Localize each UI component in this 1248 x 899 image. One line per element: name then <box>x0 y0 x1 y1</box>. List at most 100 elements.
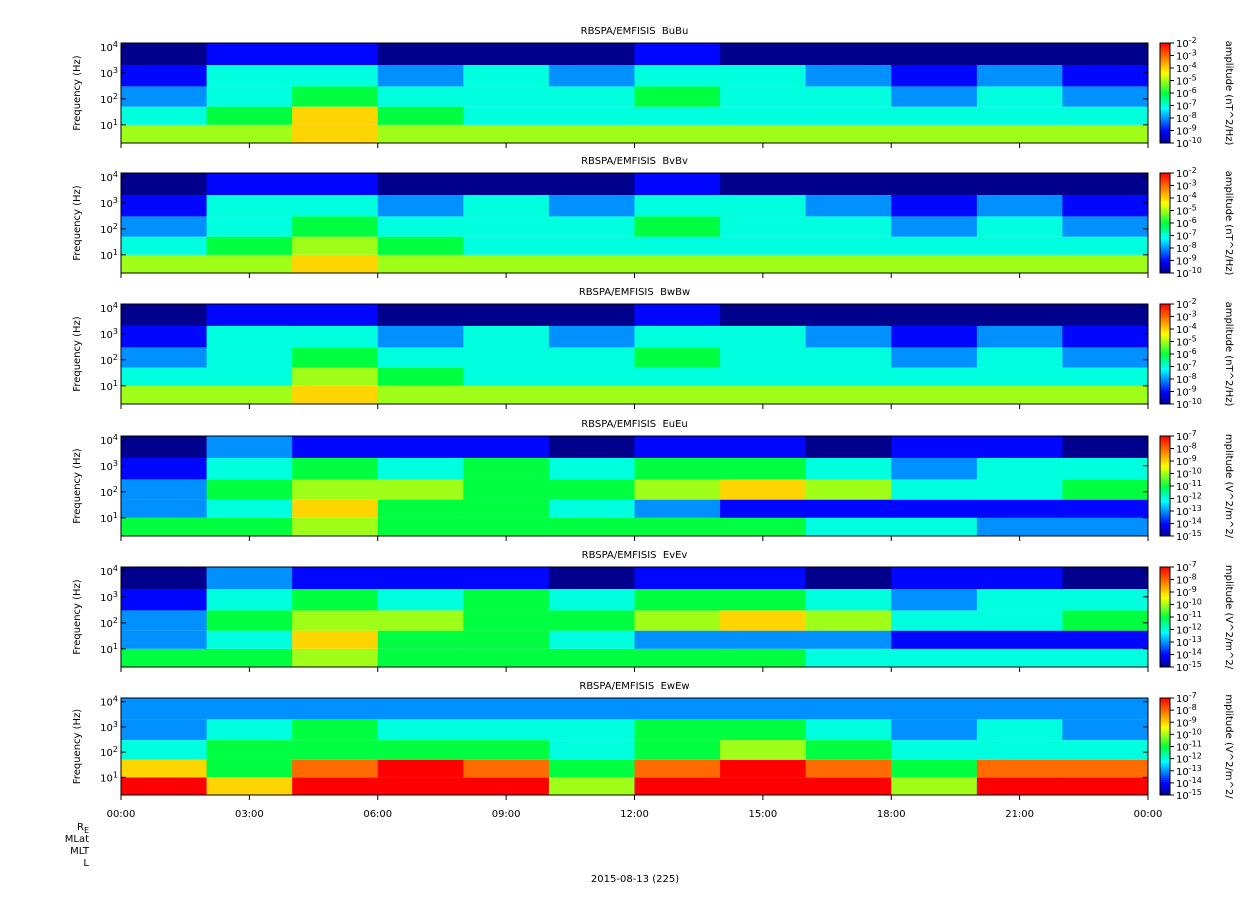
cell <box>463 173 550 195</box>
cell <box>463 759 550 778</box>
cell <box>891 777 978 795</box>
cell <box>548 64 635 87</box>
cell <box>634 517 721 536</box>
cell <box>720 64 807 87</box>
colorbar-step <box>1160 352 1170 355</box>
cell <box>634 719 721 741</box>
colorbar-step <box>1160 396 1170 399</box>
cell <box>634 588 721 611</box>
colorbar-step <box>1160 613 1170 616</box>
cell <box>891 347 978 368</box>
cell <box>634 648 721 667</box>
ephemeris-label: L <box>83 858 89 869</box>
colorbar-step <box>1160 763 1170 767</box>
colorbar-step <box>1160 661 1170 664</box>
cell <box>121 698 208 720</box>
colorbar-step <box>1160 117 1170 120</box>
cell <box>548 479 635 500</box>
colorbar-step <box>1160 625 1170 628</box>
cell <box>292 588 379 611</box>
y-tick-label: 103 <box>100 720 118 734</box>
cell <box>805 630 892 649</box>
colorbar-step <box>1160 221 1170 224</box>
z-tick-label: 10-2 <box>1176 297 1197 311</box>
cell <box>1062 698 1149 720</box>
cell <box>206 194 293 217</box>
z-tick-label: 10-11 <box>1176 479 1202 493</box>
colorbar-step <box>1160 508 1170 511</box>
colorbar-step <box>1160 765 1170 769</box>
cell <box>891 719 978 741</box>
colorbar-step <box>1160 486 1170 489</box>
cell <box>720 648 807 667</box>
colorbar-step <box>1160 496 1170 499</box>
cell <box>548 304 635 326</box>
cell <box>292 567 379 589</box>
colorbar-step <box>1160 217 1170 220</box>
colorbar-step <box>1160 187 1170 190</box>
colorbar-step <box>1160 717 1170 720</box>
cell <box>292 124 379 143</box>
cell <box>292 648 379 667</box>
colorbar-step <box>1160 243 1170 246</box>
colorbar-step <box>1160 779 1170 782</box>
colorbar <box>1160 173 1170 274</box>
cell <box>121 43 208 65</box>
colorbar-step <box>1160 787 1170 790</box>
z-tick-label: 10-5 <box>1176 335 1197 349</box>
z-tick-label: 10-9 <box>1176 254 1197 268</box>
cell <box>206 124 293 143</box>
colorbar-step <box>1160 113 1170 116</box>
colorbar-step <box>1160 639 1170 642</box>
cell <box>292 698 379 720</box>
colorbar-step <box>1160 637 1170 640</box>
cell <box>805 457 892 480</box>
cell <box>976 630 1063 649</box>
cell <box>1062 588 1149 611</box>
ephemeris-label: MLT <box>70 846 90 857</box>
colorbar-step <box>1160 645 1170 648</box>
colorbar-label: mplitude (V^2/m^2/ <box>1223 694 1234 799</box>
colorbar-step <box>1160 703 1170 707</box>
cell <box>634 630 721 649</box>
cell <box>720 588 807 611</box>
colorbar-step <box>1160 263 1170 266</box>
colorbar-step <box>1160 715 1170 718</box>
colorbar-step <box>1160 83 1170 86</box>
cell <box>463 254 550 273</box>
colorbar-step <box>1160 734 1170 738</box>
colorbar-step <box>1160 595 1170 598</box>
cell <box>548 457 635 480</box>
cell <box>720 43 807 65</box>
colorbar-step <box>1160 360 1170 363</box>
cell <box>206 630 293 649</box>
z-tick-label: 10-9 <box>1176 124 1197 138</box>
cell <box>377 479 464 500</box>
colorbar-step <box>1160 334 1170 337</box>
colorbar-step <box>1160 257 1170 260</box>
cell <box>720 124 807 143</box>
x-tick-label: 00:00 <box>1134 809 1163 820</box>
cell <box>634 43 721 65</box>
colorbar <box>1160 304 1170 405</box>
colorbar-step <box>1160 474 1170 477</box>
colorbar-step <box>1160 253 1170 256</box>
cell <box>548 588 635 611</box>
colorbar <box>1160 698 1170 796</box>
z-tick-label: 10-8 <box>1176 241 1197 255</box>
cell <box>805 588 892 611</box>
colorbar-step <box>1160 207 1170 210</box>
spectrogram <box>121 436 1149 536</box>
cell <box>720 254 807 273</box>
colorbar-step <box>1160 61 1170 64</box>
colorbar-step <box>1160 783 1170 786</box>
colorbar-step <box>1160 364 1170 367</box>
colorbar-step <box>1160 73 1170 76</box>
cell <box>805 648 892 667</box>
colorbar-step <box>1160 105 1170 108</box>
colorbar-step <box>1160 195 1170 198</box>
cell <box>548 698 635 720</box>
colorbar-step <box>1160 657 1170 660</box>
colorbar-step <box>1160 698 1170 701</box>
colorbar-step <box>1160 127 1170 130</box>
